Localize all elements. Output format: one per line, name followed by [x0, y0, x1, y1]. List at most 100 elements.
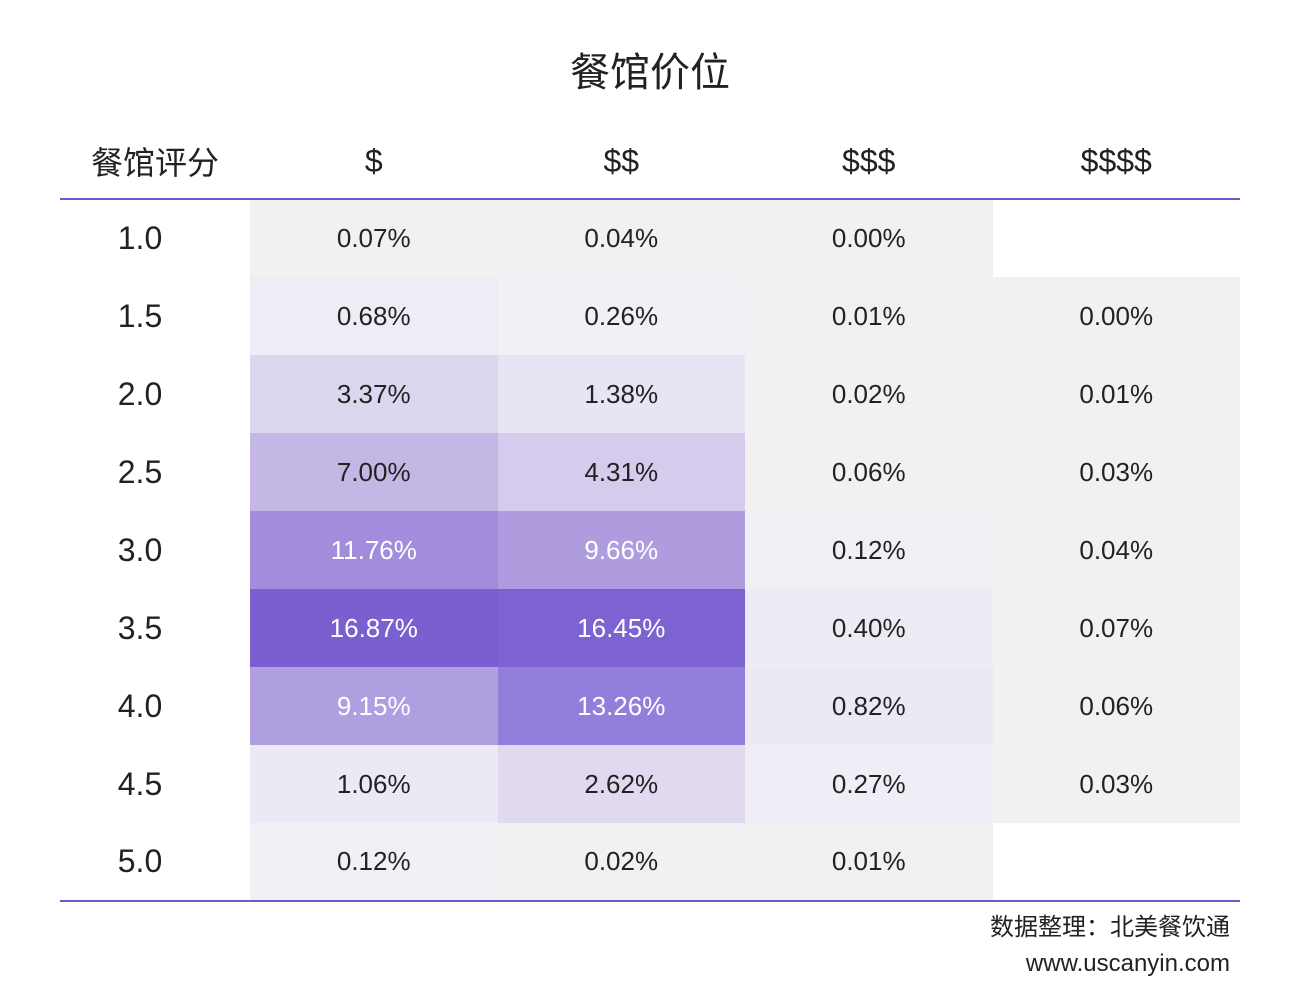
cell-value: 0.02%	[745, 355, 993, 433]
cell-value: 0.02%	[498, 823, 746, 900]
cell-value	[993, 200, 1241, 277]
cell-value: 0.04%	[993, 511, 1241, 589]
cell-value: 11.76%	[250, 511, 498, 589]
table-row: 1.00.07%0.04%0.00%	[60, 199, 1240, 277]
heatmap-cell: 4.31%	[498, 433, 746, 511]
heatmap-cell	[993, 823, 1241, 901]
row-label: 2.0	[60, 355, 250, 433]
cell-value: 0.01%	[993, 355, 1241, 433]
cell-value: 0.00%	[993, 277, 1241, 355]
cell-value: 0.27%	[745, 745, 993, 823]
cell-value: 0.01%	[745, 277, 993, 355]
row-label: 1.0	[60, 199, 250, 277]
cell-value: 0.03%	[993, 745, 1241, 823]
cell-value: 1.06%	[250, 745, 498, 823]
heatmap-cell: 0.01%	[745, 277, 993, 355]
heatmap-container: 餐馆价位 餐馆评分 $ $$ $$$ $$$$ 1.00.07%0.04%0.0…	[0, 0, 1300, 1002]
cell-value: 3.37%	[250, 355, 498, 433]
heatmap-cell: 0.04%	[993, 511, 1241, 589]
cell-value: 0.12%	[745, 511, 993, 589]
heatmap-cell: 0.00%	[993, 277, 1241, 355]
heatmap-cell: 13.26%	[498, 667, 746, 745]
col-header: $$$	[745, 128, 993, 199]
table-row: 1.50.68%0.26%0.01%0.00%	[60, 277, 1240, 355]
heatmap-cell: 1.38%	[498, 355, 746, 433]
cell-value: 0.07%	[250, 200, 498, 277]
row-label: 3.5	[60, 589, 250, 667]
cell-value: 1.38%	[498, 355, 746, 433]
heatmap-cell: 0.82%	[745, 667, 993, 745]
table-row: 4.09.15%13.26%0.82%0.06%	[60, 667, 1240, 745]
table-row: 5.00.12%0.02%0.01%	[60, 823, 1240, 901]
heatmap-cell: 0.40%	[745, 589, 993, 667]
row-label: 4.5	[60, 745, 250, 823]
cell-value: 16.45%	[498, 589, 746, 667]
cell-value: 2.62%	[498, 745, 746, 823]
table-row: 3.516.87%16.45%0.40%0.07%	[60, 589, 1240, 667]
col-header: $	[250, 128, 498, 199]
cell-value: 0.04%	[498, 200, 746, 277]
col-header: $$	[498, 128, 746, 199]
heatmap-cell: 16.45%	[498, 589, 746, 667]
heatmap-cell: 0.68%	[250, 277, 498, 355]
cell-value: 0.40%	[745, 589, 993, 667]
col-header: $$$$	[993, 128, 1241, 199]
table-row: 2.03.37%1.38%0.02%0.01%	[60, 355, 1240, 433]
cell-value: 16.87%	[250, 589, 498, 667]
row-header-label: 餐馆评分	[60, 128, 250, 199]
cell-value: 0.06%	[993, 667, 1241, 745]
cell-value: 13.26%	[498, 667, 746, 745]
table-row: 3.011.76%9.66%0.12%0.04%	[60, 511, 1240, 589]
row-label: 2.5	[60, 433, 250, 511]
heatmap-cell: 0.06%	[745, 433, 993, 511]
cell-value: 0.82%	[745, 667, 993, 745]
heatmap-cell: 7.00%	[250, 433, 498, 511]
heatmap-cell: 0.04%	[498, 199, 746, 277]
heatmap-cell: 0.02%	[745, 355, 993, 433]
cell-value: 7.00%	[250, 433, 498, 511]
table-body: 1.00.07%0.04%0.00%1.50.68%0.26%0.01%0.00…	[60, 199, 1240, 901]
heatmap-cell: 0.01%	[745, 823, 993, 901]
heatmap-cell: 9.15%	[250, 667, 498, 745]
heatmap-cell: 1.06%	[250, 745, 498, 823]
cell-value: 0.07%	[993, 589, 1241, 667]
footer-source: 数据整理：北美餐饮通	[60, 910, 1230, 946]
cell-value: 0.01%	[745, 823, 993, 900]
heatmap-cell: 0.02%	[498, 823, 746, 901]
heatmap-cell: 16.87%	[250, 589, 498, 667]
cell-value: 0.06%	[745, 433, 993, 511]
cell-value: 4.31%	[498, 433, 746, 511]
heatmap-cell: 3.37%	[250, 355, 498, 433]
heatmap-cell: 0.06%	[993, 667, 1241, 745]
header-row: 餐馆评分 $ $$ $$$ $$$$	[60, 128, 1240, 199]
heatmap-cell: 11.76%	[250, 511, 498, 589]
cell-value: 0.03%	[993, 433, 1241, 511]
heatmap-cell: 0.03%	[993, 745, 1241, 823]
heatmap-cell	[993, 199, 1241, 277]
cell-value: 0.26%	[498, 277, 746, 355]
heatmap-cell: 0.07%	[250, 199, 498, 277]
footer: 数据整理：北美餐饮通 www.uscanyin.com	[60, 910, 1240, 982]
heatmap-cell: 9.66%	[498, 511, 746, 589]
table-row: 4.51.06%2.62%0.27%0.03%	[60, 745, 1240, 823]
footer-url: www.uscanyin.com	[60, 946, 1230, 982]
cell-value: 9.66%	[498, 511, 746, 589]
cell-value: 0.12%	[250, 823, 498, 900]
cell-value: 9.15%	[250, 667, 498, 745]
heatmap-cell: 0.01%	[993, 355, 1241, 433]
cell-value: 0.68%	[250, 277, 498, 355]
heatmap-cell: 0.07%	[993, 589, 1241, 667]
row-label: 1.5	[60, 277, 250, 355]
heatmap-cell: 0.27%	[745, 745, 993, 823]
heatmap-table: 餐馆评分 $ $$ $$$ $$$$ 1.00.07%0.04%0.00%1.5…	[60, 128, 1240, 902]
heatmap-cell: 0.26%	[498, 277, 746, 355]
chart-title: 餐馆价位	[60, 40, 1240, 98]
heatmap-cell: 0.12%	[250, 823, 498, 901]
row-label: 3.0	[60, 511, 250, 589]
heatmap-cell: 0.12%	[745, 511, 993, 589]
heatmap-cell: 2.62%	[498, 745, 746, 823]
table-row: 2.57.00%4.31%0.06%0.03%	[60, 433, 1240, 511]
heatmap-cell: 0.00%	[745, 199, 993, 277]
heatmap-cell: 0.03%	[993, 433, 1241, 511]
row-label: 5.0	[60, 823, 250, 901]
